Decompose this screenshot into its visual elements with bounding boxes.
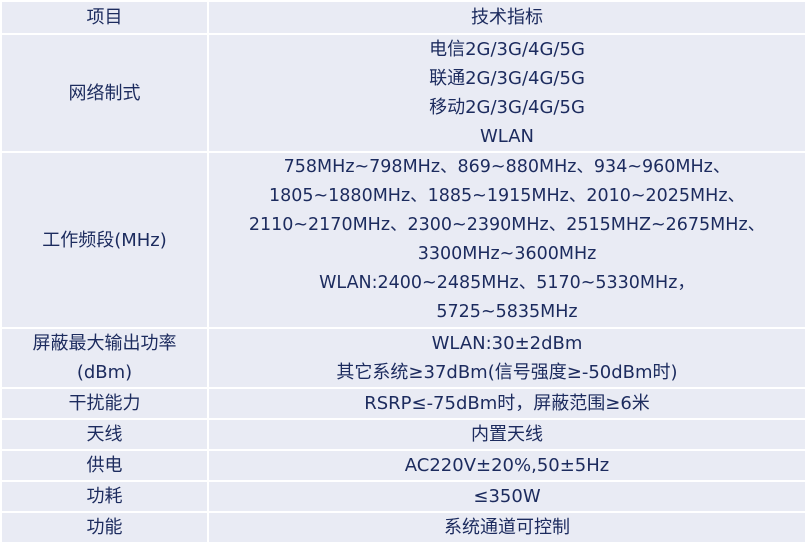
row-label: 天线	[0, 418, 209, 451]
value-line: 其它系统≥37dBm(信号强度≥-50dBm时)	[336, 362, 678, 383]
value-line: WLAN	[479, 126, 535, 147]
row-value: RSRP≤-75dBm时，屏蔽范围≥6米	[207, 387, 807, 420]
value-line: 移动2G/3G/4G/5G	[429, 97, 585, 118]
row-value: ≤350W	[207, 480, 807, 513]
row-label: 功耗	[0, 480, 209, 513]
value-line: 1805~1880MHz、1885~1915MHz、2010~2025MHz、	[268, 186, 746, 206]
row-label: 工作频段(MHz)	[0, 151, 209, 329]
row-value: 758MHz~798MHz、869~880MHz、934~960MHz、 180…	[207, 151, 807, 329]
table-row: 供电 AC220V±20%,50±5Hz	[0, 449, 807, 482]
table-row: 屏蔽最大输出功率 (dBm) WLAN:30±2dBm 其它系统≥37dBm(信…	[0, 327, 807, 389]
row-value: AC220V±20%,50±5Hz	[207, 449, 807, 482]
value-line: 电信2G/3G/4G/5G	[429, 39, 585, 60]
header-spec: 技术指标	[207, 0, 807, 35]
value-line: 联通2G/3G/4G/5G	[429, 68, 585, 89]
table-row: 工作频段(MHz) 758MHz~798MHz、869~880MHz、934~9…	[0, 151, 807, 329]
table-row: 干扰能力 RSRP≤-75dBm时，屏蔽范围≥6米	[0, 387, 807, 420]
value-line: 2110~2170MHz、2300~2390MHz、2515MHZ~2675MH…	[248, 215, 766, 235]
row-label: 屏蔽最大输出功率 (dBm)	[0, 327, 209, 389]
table-row: 网络制式 电信2G/3G/4G/5G 联通2G/3G/4G/5G 移动2G/3G…	[0, 33, 807, 153]
row-label: 网络制式	[0, 33, 209, 153]
value-line: WLAN:30±2dBm	[431, 333, 583, 354]
table-row: 天线 内置天线	[0, 418, 807, 451]
value-line: 3300MHz~3600MHz	[417, 244, 597, 264]
value-line: 758MHz~798MHz、869~880MHz、934~960MHz、	[283, 157, 731, 177]
label-line: (dBm)	[76, 362, 133, 383]
table-header-row: 项目 技术指标	[0, 0, 807, 35]
row-label: 供电	[0, 449, 209, 482]
row-value: 电信2G/3G/4G/5G 联通2G/3G/4G/5G 移动2G/3G/4G/5…	[207, 33, 807, 153]
value-line: WLAN:2400~2485MHz、5170~5330MHz，	[319, 273, 695, 293]
value-line: 5725~5835MHz	[436, 302, 578, 322]
label-line: 屏蔽最大输出功率	[32, 333, 177, 354]
header-item: 项目	[0, 0, 209, 35]
row-label: 干扰能力	[0, 387, 209, 420]
table-row: 功耗 ≤350W	[0, 480, 807, 513]
row-value: WLAN:30±2dBm 其它系统≥37dBm(信号强度≥-50dBm时)	[207, 327, 807, 389]
row-value: 内置天线	[207, 418, 807, 451]
